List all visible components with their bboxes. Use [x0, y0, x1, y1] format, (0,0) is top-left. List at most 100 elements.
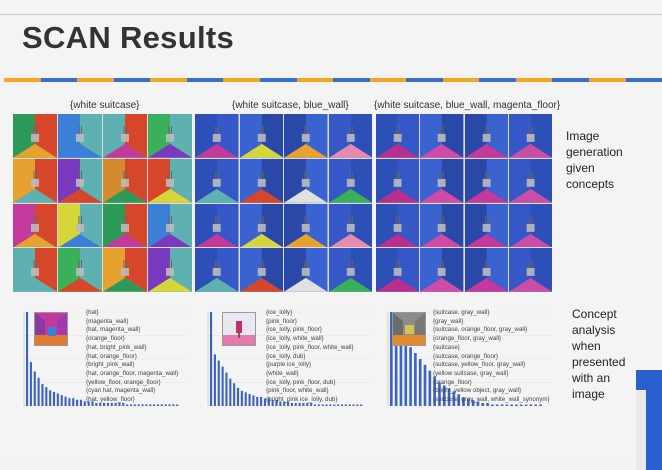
chart-bar: [225, 372, 228, 406]
generated-scene: [420, 158, 464, 203]
generated-image: [58, 203, 102, 248]
chart-bar: [340, 404, 344, 406]
chart-bar: [72, 398, 75, 406]
stripe-segment: [296, 78, 334, 82]
generated-image: [328, 158, 372, 203]
chart-bar: [287, 401, 290, 406]
generated-scene: [328, 114, 372, 158]
generated-scene: [464, 114, 508, 158]
chart-bar: [52, 391, 56, 406]
input-image-thumbnail-2: [222, 312, 256, 346]
generated-image: [508, 248, 552, 292]
generated-scene: [328, 158, 372, 203]
chart-bar: [294, 402, 297, 406]
chart-bar: [486, 403, 489, 406]
chart-bar: [229, 378, 232, 406]
chart-bar: [283, 401, 286, 406]
chart-bar: [298, 402, 301, 406]
concept-item: {gray_wall}: [433, 317, 464, 325]
concept-item: {suitcase, orange_floor, gray_wall}: [433, 326, 528, 334]
chart-bar: [213, 354, 216, 406]
generated-scene: [148, 158, 192, 203]
generated-images-grid-3: [376, 114, 552, 292]
chart-bar: [306, 402, 309, 406]
stripe-segment: [40, 78, 78, 82]
image-generation-label: Image generation given concepts: [566, 128, 623, 192]
concept-item: {suitcase, gray_wall, white_wall_synonym…: [433, 396, 550, 404]
chart-bar: [233, 383, 236, 406]
generated-scene: [376, 203, 420, 248]
stripe-segment: [552, 78, 589, 82]
presenter-figure: [636, 370, 662, 470]
decorative-stripe: [4, 78, 662, 82]
generated-scene: [58, 114, 102, 158]
chart-bar: [333, 404, 336, 406]
concept-item: {cyan hat, magenta_wall}: [86, 387, 156, 395]
generated-scene: [284, 114, 328, 158]
concept-item: {purple ice_lolly}: [266, 361, 312, 369]
generated-image: [148, 203, 192, 248]
generated-image: [195, 158, 239, 203]
stripe-segment: [479, 78, 516, 82]
chart-bar: [244, 392, 247, 406]
stripe-segment: [4, 78, 41, 82]
chart-bar: [321, 404, 324, 406]
concept-list-1: {hat} {magenta_wall} {hat, magenta_wall} {o…: [86, 309, 178, 405]
chart-bar: [45, 387, 48, 406]
generated-image: [464, 203, 508, 248]
chart-bar: [156, 404, 160, 406]
chart-bar: [360, 404, 363, 406]
chart-bar: [87, 401, 90, 406]
concept-item: {hat, yellow_floor}: [86, 396, 135, 404]
generated-image: [420, 248, 464, 292]
side-label-line: concepts: [566, 177, 615, 191]
concept-item: {pink_floor}: [266, 317, 297, 325]
concept-item: {hat, orange_floor}: [86, 352, 137, 360]
side-label-line: Image: [566, 129, 600, 143]
chart-bar: [263, 398, 267, 406]
top-divider: [0, 14, 662, 15]
chart-bar: [329, 404, 332, 406]
chart-bar: [141, 404, 144, 406]
chart-bar: [452, 391, 456, 406]
generated-scene: [508, 114, 552, 158]
chart-bar: [103, 402, 106, 406]
generated-scene: [284, 158, 328, 203]
chart-bar: [423, 364, 427, 406]
chart-bar: [240, 390, 243, 406]
chart-bar: [83, 401, 86, 406]
generated-scene: [464, 248, 508, 292]
generated-scene: [58, 203, 102, 248]
generated-scene: [376, 158, 420, 203]
chart-bar: [118, 402, 121, 406]
generated-image: [148, 158, 192, 203]
column-label-2: {white suitcase, blue_wall}: [232, 100, 349, 111]
chart-bar: [390, 312, 393, 406]
concept-item: {bright_pink ice_lolly, dub}: [266, 396, 338, 404]
generated-images-grid-2: [195, 114, 372, 292]
generated-image: [328, 248, 372, 292]
stripe-segment: [589, 78, 626, 82]
generated-image: [58, 158, 102, 203]
input-image-thumbnail-3: [392, 312, 426, 346]
chart-bar: [33, 371, 36, 406]
chart-bar: [176, 404, 179, 406]
side-label-line: image: [572, 387, 605, 401]
chart-bar: [399, 332, 403, 406]
concept-item: {suitcase, yellow_floor, gray_wall}: [433, 361, 526, 369]
generated-scene: [103, 203, 147, 248]
generated-scene: [148, 114, 192, 158]
chart-bar: [356, 404, 359, 406]
generated-scene: [328, 203, 372, 248]
generated-image: [103, 203, 147, 248]
stripe-segment: [77, 78, 114, 82]
concept-analysis-label: Concept analysis when presented with an …: [572, 306, 625, 402]
concept-item: {orange_floor}: [86, 335, 125, 343]
generated-scene: [13, 203, 57, 248]
generated-image: [508, 114, 552, 158]
generated-image: [13, 114, 57, 158]
concept-item: {orange_floor, gray_wall}: [433, 335, 502, 343]
generated-image: [464, 158, 508, 203]
chart-bar: [302, 402, 305, 406]
chart-bar: [137, 404, 140, 406]
